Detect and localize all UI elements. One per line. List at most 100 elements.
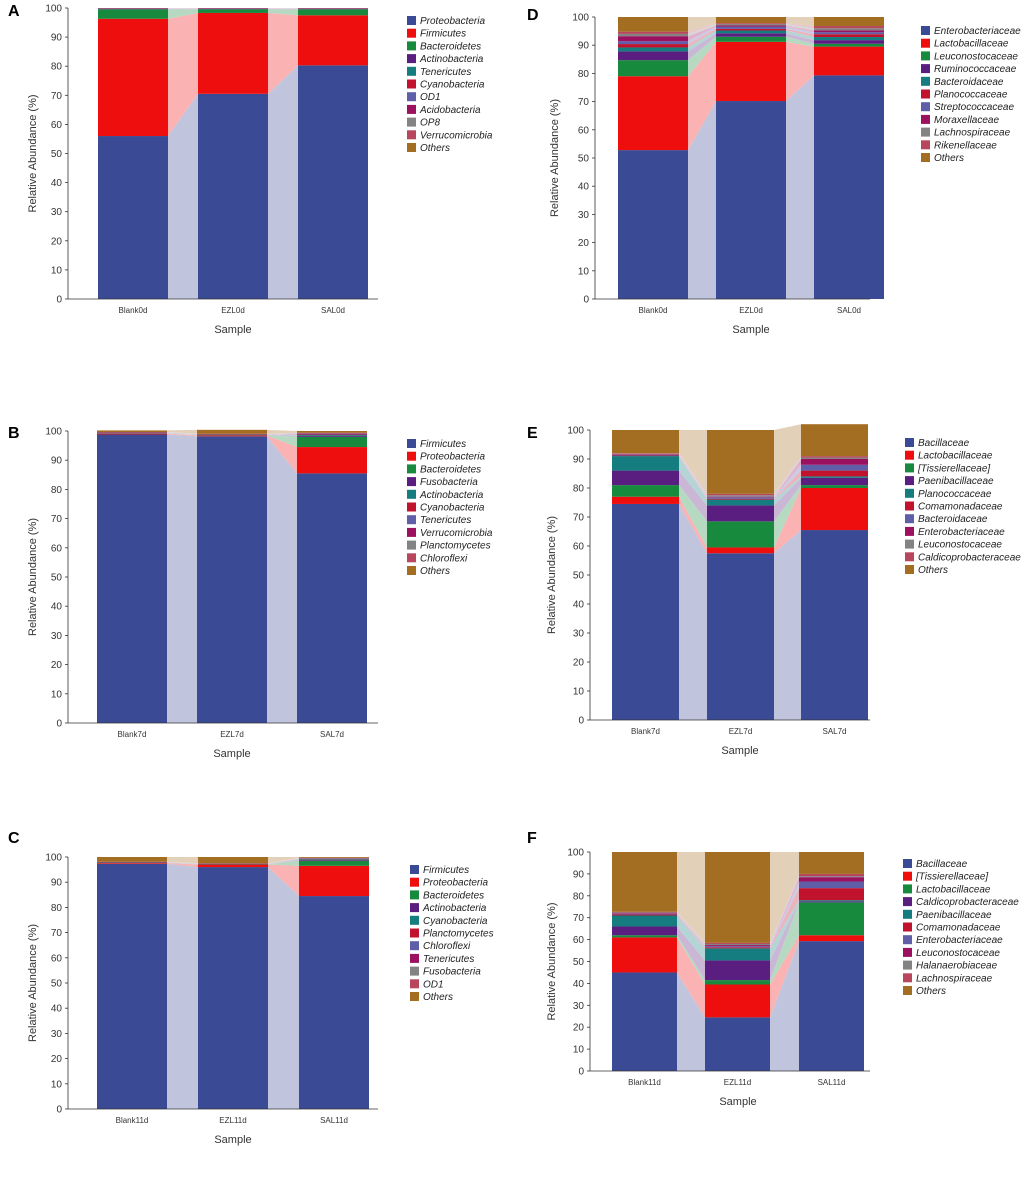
- bar-segment-bacteroidetes: [298, 9, 368, 15]
- x-tick-label: SAL7d: [822, 727, 846, 736]
- y-tick-label: 70: [578, 97, 590, 108]
- y-axis-label: Relative Abundance (%): [546, 516, 558, 634]
- y-tick-label: 0: [56, 719, 62, 730]
- y-tick-label: 80: [573, 484, 585, 495]
- legend-label: Lactobacillaceae: [934, 39, 1009, 50]
- bar-segment-lactobacillaceae: [618, 76, 688, 150]
- bar-segment-firmicutes: [299, 896, 369, 1109]
- x-tick-label: EZL11d: [219, 1116, 246, 1125]
- bar-EZL11d: [198, 857, 268, 1109]
- bar-segment-leuconostocaceae: [618, 60, 688, 76]
- bar-segment-paenibacillaceae: [707, 505, 774, 521]
- panel-letter: B: [8, 425, 20, 442]
- y-tick-label: 50: [573, 571, 585, 582]
- legend-swatch: [903, 923, 912, 932]
- panel-letter: D: [527, 7, 539, 24]
- legend-swatch: [410, 941, 419, 950]
- y-tick-label: 0: [578, 716, 584, 727]
- legend-swatch: [407, 54, 416, 63]
- legend-label: Bacteroidetes: [423, 890, 484, 901]
- bar-segment-enterobacteriaceae: [618, 150, 688, 299]
- connector-band: [774, 530, 801, 720]
- bar-segment-lachnospiraceae: [799, 874, 864, 876]
- bar-segment-proteobacteria: [198, 94, 268, 299]
- bar-segment-planococcaceae: [801, 476, 868, 477]
- connector-band: [167, 864, 198, 1109]
- x-tick-label: SAL7d: [320, 730, 344, 739]
- bar-segment-cyanobacteria: [297, 435, 367, 436]
- legend-swatch: [905, 438, 914, 447]
- y-tick-label: 100: [572, 13, 589, 24]
- legend-swatch: [407, 490, 416, 499]
- y-tick-label: 30: [573, 1001, 585, 1012]
- legend-label: Others: [423, 992, 453, 1003]
- legend: ProteobacteriaFirmicutesBacteroidetesAct…: [407, 16, 493, 154]
- y-tick-label: 40: [51, 1004, 63, 1015]
- y-tick-label: 70: [573, 913, 585, 924]
- legend-label: Comamonadaceae: [918, 502, 1003, 513]
- bar-segment-firmicutes: [198, 867, 268, 1109]
- legend-swatch: [410, 967, 419, 976]
- bar-segment-comamonadaceae: [707, 499, 774, 500]
- bar-segment-paenibacillaceae: [612, 916, 677, 927]
- legend-label: Verrucomicrobia: [420, 130, 493, 141]
- y-tick-label: 20: [573, 658, 585, 669]
- legend-label: [Tissierellaceae]: [917, 463, 990, 474]
- y-tick-label: 10: [51, 689, 63, 700]
- bar-segment-bacteroidaceae: [612, 455, 679, 456]
- bar-segment-others: [814, 17, 884, 26]
- bar-segment-planococcaceae: [618, 44, 688, 47]
- bar-segment-actinobacteria: [299, 860, 369, 861]
- legend-label: Actinobacteria: [419, 490, 484, 501]
- legend-label: Others: [420, 566, 450, 577]
- legend-swatch: [905, 565, 914, 574]
- x-tick-label: EZL0d: [739, 306, 763, 315]
- legend-label: Enterobacteriaceae: [916, 935, 1003, 946]
- y-tick-label: 40: [573, 979, 585, 990]
- legend-swatch: [921, 140, 930, 149]
- legend: EnterobacteriaceaeLactobacillaceaeLeucon…: [921, 26, 1021, 164]
- bar-Blank11d: [97, 857, 167, 1109]
- bar-segment-planococcaceae: [707, 500, 774, 506]
- legend-label: Verrucomicrobia: [420, 528, 493, 539]
- y-tick-label: 10: [51, 1079, 63, 1090]
- bar-segment-tissierellaceae: [705, 984, 770, 1017]
- legend-label: Cyanobacteria: [420, 80, 485, 91]
- legend-label: Others: [918, 565, 948, 576]
- y-tick-label: 20: [51, 660, 63, 671]
- bar-segment-others: [707, 430, 774, 494]
- y-tick-label: 80: [51, 485, 63, 496]
- y-tick-label: 40: [578, 182, 590, 193]
- legend-swatch: [407, 553, 416, 562]
- bar-segment-others: [297, 431, 367, 433]
- bar-segment-others: [198, 857, 268, 863]
- legend-swatch: [410, 979, 419, 988]
- legend-swatch: [921, 153, 930, 162]
- y-tick-label: 70: [573, 513, 585, 524]
- y-tick-label: 70: [51, 91, 63, 102]
- legend-swatch: [905, 502, 914, 511]
- legend-label: Acidobacteria: [419, 105, 481, 116]
- y-tick-label: 100: [567, 848, 584, 859]
- legend-swatch: [410, 954, 419, 963]
- bar-segment-leuconostocaceae: [612, 913, 677, 914]
- legend-label: Enterobacteriaceae: [934, 26, 1021, 37]
- bar-segment-tissierellaceae: [801, 485, 868, 488]
- legend-label: OD1: [423, 979, 444, 990]
- bar-segment-others: [299, 857, 369, 858]
- y-tick-label: 70: [51, 514, 63, 525]
- legend-swatch: [905, 540, 914, 549]
- bar-SAL11d: [799, 852, 864, 1071]
- bar-segment-paenibacillaceae: [612, 471, 679, 486]
- legend-label: Proteobacteria: [420, 452, 485, 463]
- y-tick-label: 20: [578, 238, 590, 249]
- bar-segment-comamonadaceae: [612, 914, 677, 915]
- bar-segment-streptococcaceae: [716, 27, 786, 29]
- bar-segment-enterobacteriaceae: [799, 882, 864, 889]
- legend-swatch: [903, 961, 912, 970]
- connector-band: [268, 867, 299, 1109]
- y-tick-label: 80: [573, 891, 585, 902]
- y-tick-label: 90: [51, 456, 63, 467]
- legend-label: Tenericutes: [420, 67, 471, 78]
